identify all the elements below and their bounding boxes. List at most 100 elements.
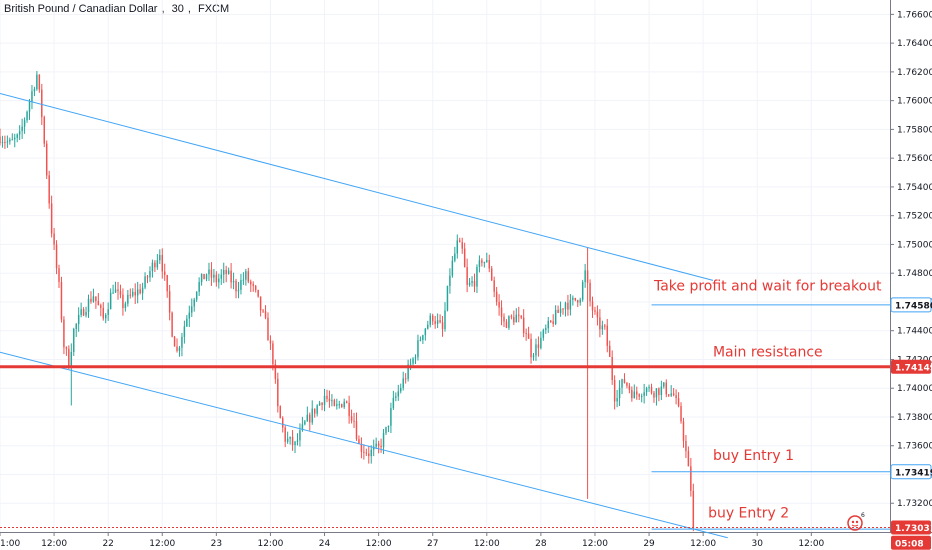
- candle-up: [444, 310, 446, 330]
- candle-up: [21, 126, 23, 132]
- annotation-label: Take profit and wait for breakout: [653, 278, 882, 294]
- y-tick-label: 1.75800: [897, 125, 932, 135]
- candle-up: [159, 255, 161, 261]
- candle-down: [404, 378, 407, 380]
- candle-down: [677, 398, 680, 407]
- candle-down: [122, 294, 124, 309]
- candle-up: [205, 274, 208, 280]
- price-tag-label: 05:08: [895, 539, 924, 549]
- candle-down: [65, 347, 68, 349]
- candle-up: [11, 139, 14, 141]
- candle-up: [127, 294, 129, 304]
- candle-up: [323, 395, 326, 405]
- candle-down: [50, 203, 53, 234]
- candle-down: [146, 276, 149, 278]
- chart-title: British Pound / Canadian Dollar, 30, FXC…: [4, 3, 230, 15]
- candle-up: [390, 408, 392, 426]
- price-tag-label: 1.74149: [895, 363, 932, 373]
- y-tick-label: 1.76600: [897, 10, 932, 20]
- candle-up: [395, 396, 397, 398]
- logo-badge: 6: [861, 512, 865, 519]
- candle-down: [161, 255, 164, 272]
- candle-down: [100, 305, 102, 308]
- candle-down: [168, 291, 171, 313]
- candle-down: [203, 273, 205, 280]
- candle-up: [372, 446, 375, 450]
- candle-down: [628, 385, 631, 390]
- candle-down: [513, 317, 515, 323]
- candle-up: [370, 449, 372, 457]
- y-tick-label: 1.76200: [897, 68, 932, 78]
- candle-up: [618, 387, 621, 399]
- candle-up: [572, 297, 574, 300]
- candle-down: [613, 380, 616, 402]
- y-tick-label: 1.75000: [897, 240, 932, 250]
- candle-up: [301, 424, 304, 431]
- candle-down: [473, 281, 476, 287]
- candle-up: [296, 440, 299, 442]
- upper-channel-trendline: [0, 92, 714, 281]
- candle-up: [486, 259, 488, 263]
- candle-up: [449, 275, 451, 286]
- candle-up: [245, 271, 247, 280]
- candle-up: [286, 438, 289, 442]
- candle-down: [358, 439, 360, 444]
- price-tag-label: 1.74580: [895, 301, 932, 311]
- candle-up: [436, 320, 439, 324]
- candle-up: [424, 328, 427, 336]
- candle-down: [309, 414, 311, 423]
- price-tag: [891, 520, 931, 535]
- candle-down: [599, 317, 601, 330]
- candle-down: [574, 297, 577, 301]
- candle-down: [353, 420, 355, 422]
- candle-up: [616, 398, 618, 402]
- candle-up: [144, 276, 146, 288]
- candle-down: [321, 402, 323, 405]
- candle-down: [173, 336, 176, 347]
- candle-up: [660, 386, 663, 396]
- candle-down: [653, 392, 655, 398]
- x-tick-label: 12:00: [257, 539, 283, 549]
- candle-up: [417, 340, 419, 358]
- candle-down: [291, 436, 294, 446]
- symbol-name: British Pound / Canadian Dollar: [4, 3, 158, 15]
- candle-down: [102, 307, 104, 319]
- candle-down: [48, 175, 50, 204]
- tradingview-logo-icon[interactable]: 6: [846, 512, 866, 532]
- candle-up: [36, 74, 38, 90]
- candle-down: [284, 427, 286, 442]
- y-tick-label: 1.73800: [897, 413, 932, 423]
- candle-down: [313, 408, 316, 414]
- candle-down: [210, 269, 213, 278]
- lower-channel-trendline: [0, 351, 728, 539]
- candle-up: [80, 309, 82, 315]
- candle-down: [341, 404, 343, 408]
- candle-up: [409, 363, 412, 365]
- x-tick-label: 22: [102, 539, 113, 549]
- candle-up: [454, 253, 456, 261]
- candle-up: [663, 382, 665, 387]
- candle-up: [304, 421, 306, 425]
- candle-down: [368, 453, 370, 457]
- annotation-label: buy Entry 2: [708, 506, 789, 522]
- y-tick-label: 1.73200: [897, 499, 932, 509]
- candle-up: [545, 328, 547, 330]
- candle-down: [97, 301, 100, 306]
- x-tick-label: 24: [319, 539, 331, 549]
- candle-down: [45, 143, 48, 176]
- candle-up: [542, 329, 545, 338]
- candle-down: [279, 406, 282, 419]
- candle-up: [581, 281, 584, 300]
- candle-down: [604, 325, 606, 327]
- candle-down: [365, 452, 368, 454]
- price-tag-label: 1.73031: [895, 524, 932, 534]
- candle-up: [633, 391, 636, 399]
- candle-down: [68, 348, 70, 368]
- candle-up: [85, 311, 87, 316]
- candle-down: [348, 402, 350, 417]
- candle-up: [645, 388, 648, 393]
- candle-up: [446, 285, 449, 311]
- candle-up: [186, 318, 188, 327]
- candle-down: [139, 289, 141, 294]
